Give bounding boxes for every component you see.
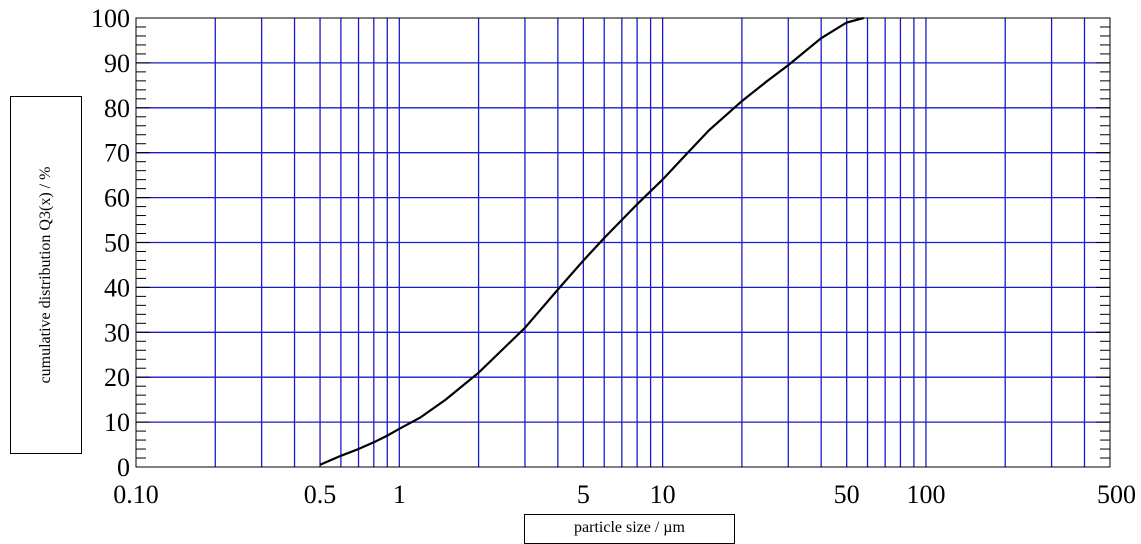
y-axis-label-box: cumulative distribution Q3(x) / % xyxy=(10,96,82,454)
x-tick-labels: 0.10 0.5 1 5 10 50 100 500 xyxy=(113,480,1136,509)
x-tick-label: 0.5 xyxy=(304,480,337,509)
x-axis-label: particle size / µm xyxy=(524,514,735,544)
y-tick-label: 100 xyxy=(91,4,130,33)
x-tick-label: 0.10 xyxy=(113,480,159,509)
y-tick-label: 80 xyxy=(104,94,130,123)
y-tick-label: 10 xyxy=(104,408,130,437)
x-tick-label: 1 xyxy=(393,480,406,509)
y-tick-label: 0 xyxy=(117,453,130,482)
y-tick-label: 20 xyxy=(104,363,130,392)
x-tick-label: 5 xyxy=(577,480,590,509)
y-tick-label: 30 xyxy=(104,318,130,347)
x-tick-label: 500 xyxy=(1097,480,1136,509)
plot-frame xyxy=(135,17,1111,468)
y-tick-label: 90 xyxy=(104,49,130,78)
y-axis-label: cumulative distribution Q3(x) / % xyxy=(37,166,54,384)
y-tick-label: 60 xyxy=(104,184,130,213)
y-tick-labels: 0 10 20 30 40 50 60 70 80 90 100 xyxy=(91,4,130,482)
y-tick-label: 50 xyxy=(104,229,130,258)
x-tick-label: 100 xyxy=(906,480,945,509)
series-line xyxy=(319,16,864,466)
y-tick-label: 70 xyxy=(104,139,130,168)
x-tick-label: 10 xyxy=(650,480,676,509)
grid xyxy=(136,18,1110,467)
y-tick-label: 40 xyxy=(104,273,130,302)
x-tick-label: 50 xyxy=(834,480,860,509)
